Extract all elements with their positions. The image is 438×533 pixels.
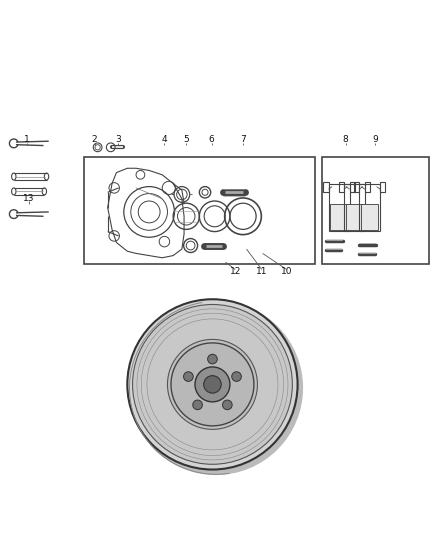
Circle shape [167,340,258,430]
Bar [380,182,385,192]
Text: 3: 3 [115,135,120,144]
Circle shape [223,400,232,410]
Text: 2: 2 [92,135,97,144]
Circle shape [184,372,193,382]
Bar [354,182,359,192]
Text: 9: 9 [372,135,378,144]
Text: 1: 1 [24,135,30,144]
Circle shape [133,304,292,464]
Bar [321,157,428,264]
Bar [359,184,380,231]
Text: 10: 10 [281,267,293,276]
Text: 6: 6 [208,135,215,144]
Text: 5: 5 [184,135,189,144]
Circle shape [127,299,297,470]
Bar [365,182,370,192]
Circle shape [208,354,217,364]
Circle shape [232,372,241,382]
Text: 12: 12 [230,267,241,276]
Text: 7: 7 [240,135,246,144]
Bar [350,182,355,192]
Bar [323,182,328,192]
Text: 8: 8 [343,135,349,144]
Circle shape [171,343,254,426]
Circle shape [193,400,202,410]
Bar [339,182,344,192]
Text: 11: 11 [256,267,268,276]
Text: 4: 4 [162,135,167,144]
Bar [84,157,315,264]
Bar [346,204,363,230]
Bar [328,184,350,231]
Bar [330,204,348,230]
Bar [344,184,365,231]
Circle shape [130,302,302,474]
Circle shape [195,367,230,402]
Bar [361,204,378,230]
Circle shape [204,376,221,393]
Text: 13: 13 [23,195,35,203]
